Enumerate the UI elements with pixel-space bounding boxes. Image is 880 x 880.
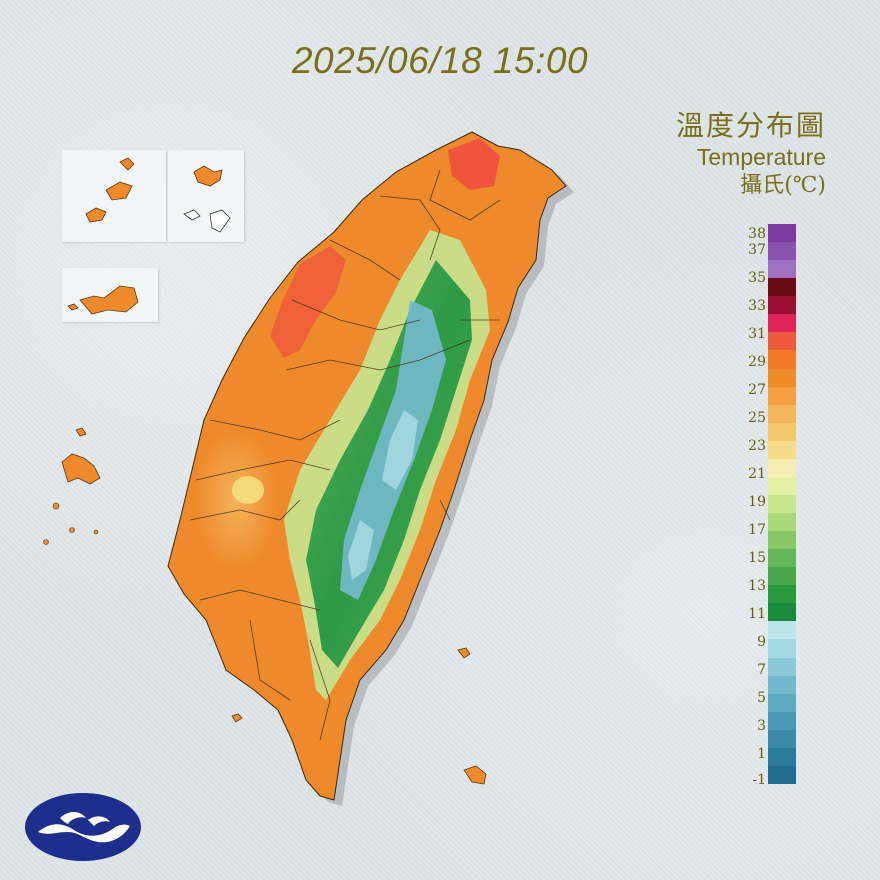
legend-tick-label: 29	[748, 354, 766, 370]
legend-swatch	[768, 639, 796, 658]
legend-tick-label: 17	[748, 522, 766, 538]
legend-tick-label: 25	[748, 410, 766, 426]
legend-swatch	[768, 729, 796, 748]
legend-swatch	[768, 621, 796, 640]
legend-swatch	[768, 567, 796, 586]
legend-swatch	[768, 711, 796, 730]
legend-swatch	[768, 404, 796, 423]
legend-tick-label: 7	[757, 662, 766, 678]
penghu-islands	[43, 427, 101, 545]
legend-swatch	[768, 242, 796, 261]
legend-tick-label: 35	[748, 270, 766, 286]
title-chinese: 溫度分布圖	[675, 109, 826, 142]
legend-tick-label: 33	[748, 298, 766, 314]
legend-swatch	[768, 549, 796, 568]
legend-swatch	[768, 260, 796, 279]
legend-tick-label: 15	[748, 550, 766, 566]
legend-swatch	[768, 368, 796, 387]
legend-swatch	[768, 476, 796, 495]
legend-swatch	[768, 603, 796, 622]
green-island	[457, 647, 471, 659]
matsu-islands	[85, 157, 231, 233]
legend-swatch	[768, 314, 796, 333]
legend-swatch	[768, 585, 796, 604]
legend-tick-label: 13	[748, 578, 766, 594]
orchid-island	[463, 765, 487, 785]
legend-swatch	[768, 531, 796, 550]
legend-tick-label: 38	[748, 226, 766, 242]
title-english: Temperature	[696, 144, 826, 170]
legend-swatch	[768, 278, 796, 297]
county-boundaries	[189, 169, 501, 741]
legend-swatch	[768, 747, 796, 766]
cwa-logo-icon	[25, 793, 141, 861]
legend-swatch	[768, 332, 796, 351]
legend-tick-label: 11	[748, 606, 766, 622]
temperature-legend-bar	[768, 224, 796, 784]
liuqiu-island	[231, 713, 243, 723]
legend-swatch	[768, 513, 796, 532]
legend-tick-label: 9	[757, 634, 766, 650]
unit-label: 攝氏(℃)	[740, 173, 826, 198]
kinmen-islands	[67, 285, 139, 315]
legend-tick-label: 5	[757, 690, 766, 706]
legend-tick-label: 19	[748, 494, 766, 510]
legend-tick-label: 1	[757, 746, 766, 762]
legend-swatch	[768, 422, 796, 441]
legend-tick-label: 23	[748, 438, 766, 454]
legend-title-block: 溫度分布圖 Temperature 攝氏(℃)	[676, 112, 826, 197]
inset-matsu-north	[168, 150, 244, 242]
legend-tick-label: 27	[748, 382, 766, 398]
legend-tick-label: 21	[748, 466, 766, 482]
legend-swatch	[768, 296, 796, 315]
legend-swatch	[768, 494, 796, 513]
legend-swatch	[768, 458, 796, 477]
legend-swatch	[768, 765, 796, 784]
temperature-legend-labels: 38 37 35 33 31 29 27 25 23 21 19 17 15 13 11 9 7 5 3 1 -1	[722, 224, 766, 788]
legend-tick-label: 3	[757, 718, 766, 734]
map-timestamp: 2025/06/18 15:00	[291, 40, 589, 81]
legend-swatch	[768, 440, 796, 459]
legend-swatch	[768, 224, 796, 243]
legend-swatch	[768, 386, 796, 405]
legend-swatch	[768, 350, 796, 369]
legend-swatch	[768, 657, 796, 676]
legend-swatch	[768, 693, 796, 712]
legend-tick-label: 31	[748, 326, 766, 342]
legend-tick-label: 37	[748, 242, 766, 258]
legend-tick-label: -1	[752, 772, 766, 788]
legend-swatch	[768, 675, 796, 694]
